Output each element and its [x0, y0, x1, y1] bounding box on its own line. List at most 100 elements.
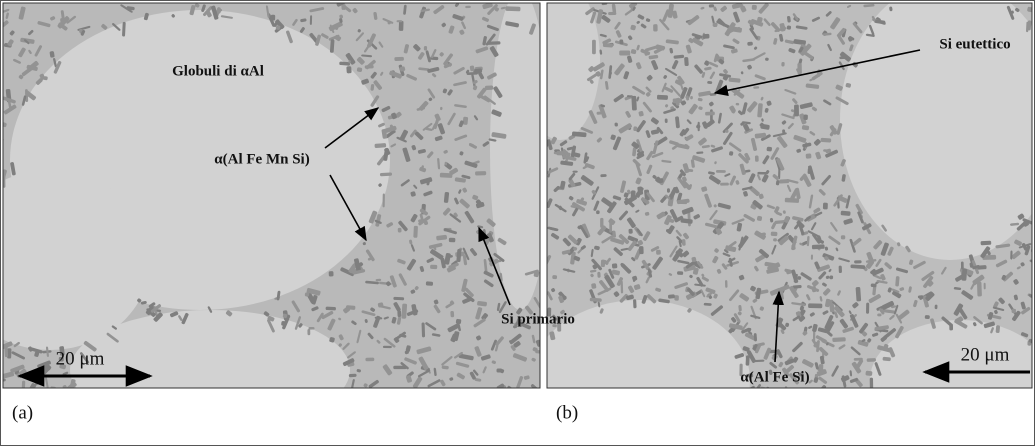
- phase-particle: [485, 85, 493, 90]
- phase-particle: [757, 172, 766, 175]
- phase-particle: [752, 5, 757, 10]
- annotation: α(Al Fe Mn Si): [214, 151, 309, 167]
- panel-caption: (a): [12, 402, 33, 423]
- phase-particle: [631, 96, 637, 111]
- phase-particle: [307, 329, 310, 335]
- phase-particle: [709, 4, 714, 7]
- phase-particle: [839, 266, 842, 274]
- phase-particle: [755, 155, 759, 161]
- phase-particle: [854, 260, 862, 263]
- phase-particle: [996, 325, 1001, 333]
- phase-particle: [413, 226, 418, 238]
- phase-particle: [668, 294, 675, 298]
- phase-particle: [271, 15, 276, 21]
- phase-particle: [981, 241, 992, 246]
- phase-particle: [819, 364, 824, 370]
- phase-particle: [591, 283, 596, 289]
- phase-particle: [746, 355, 750, 365]
- phase-particle: [977, 282, 982, 297]
- phase-particle: [949, 324, 953, 331]
- phase-particle: [866, 303, 869, 314]
- phase-particle: [698, 122, 700, 132]
- phase-particle: [422, 322, 426, 337]
- phase-particle: [716, 170, 726, 173]
- phase-particle: [456, 319, 462, 324]
- phase-particle: [572, 171, 577, 173]
- phase-particle: [832, 337, 845, 342]
- phase-particle: [820, 138, 831, 143]
- phase-particle: [657, 95, 668, 100]
- phase-particle: [773, 238, 777, 241]
- phase-particle: [829, 275, 833, 279]
- phase-particle: [463, 117, 469, 125]
- phase-particle: [424, 46, 427, 51]
- phase-particle: [397, 20, 403, 22]
- phase-particle: [496, 368, 502, 372]
- phase-particle: [754, 333, 757, 341]
- phase-particle: [430, 265, 437, 269]
- phase-particle: [639, 246, 644, 254]
- phase-particle: [883, 357, 891, 361]
- phase-particle: [841, 211, 851, 216]
- phase-particle: [841, 235, 845, 239]
- phase-particle: [925, 315, 930, 319]
- phase-particle: [918, 295, 924, 298]
- phase-particle: [349, 374, 357, 378]
- phase-particle: [807, 168, 811, 174]
- phase-particle: [935, 305, 938, 310]
- phase-particle: [475, 171, 486, 176]
- phase-particle: [633, 126, 637, 131]
- phase-particle: [682, 239, 686, 246]
- phase-particle: [720, 183, 729, 186]
- phase-particle: [445, 162, 448, 166]
- phase-particle: [374, 143, 386, 148]
- phase-particle: [382, 193, 384, 207]
- phase-particle: [346, 66, 351, 73]
- phase-particle: [653, 24, 658, 31]
- phase-particle: [597, 272, 601, 278]
- phase-particle: [677, 271, 683, 275]
- phase-particle: [771, 232, 778, 237]
- phase-particle: [656, 250, 661, 255]
- phase-particle: [440, 173, 453, 178]
- annotation: Si eutettico: [939, 36, 1010, 52]
- phase-particle: [612, 263, 618, 268]
- phase-particle: [380, 172, 392, 176]
- phase-particle: [665, 118, 668, 123]
- phase-particle: [854, 358, 863, 361]
- phase-particle: [725, 280, 728, 288]
- phase-particle: [865, 371, 872, 376]
- figure: Globuli di αAl α(Al Fe Mn Si) Si primari…: [0, 0, 1035, 446]
- phase-particle: [781, 62, 784, 67]
- phase-particle: [397, 310, 401, 317]
- phase-particle: [552, 275, 557, 279]
- phase-particle: [877, 314, 881, 317]
- scale-bar-label: 20 μm: [56, 348, 105, 369]
- phase-particle: [808, 303, 822, 308]
- phase-particle: [806, 153, 812, 158]
- phase-particle: [766, 147, 772, 152]
- phase-particle: [4, 345, 8, 357]
- annotation: Globuli di αAl: [172, 63, 264, 79]
- phase-particle: [812, 244, 825, 249]
- phase-particle: [592, 40, 596, 54]
- phase-particle: [619, 51, 630, 56]
- phase-particle: [426, 281, 433, 286]
- phase-particle: [677, 200, 687, 204]
- phase-particle: [326, 307, 336, 311]
- phase-particle: [399, 21, 404, 31]
- phase-particle: [596, 210, 600, 214]
- phase-particle: [609, 220, 612, 232]
- phase-particle: [779, 179, 789, 184]
- phase-particle: [393, 297, 404, 301]
- panel-caption: (b): [556, 402, 578, 423]
- phase-particle: [684, 57, 689, 66]
- phase-particle: [794, 105, 799, 117]
- phase-particle: [667, 188, 670, 192]
- phase-particle: [839, 56, 847, 59]
- phase-particle: [505, 6, 520, 11]
- phase-particle: [310, 15, 312, 25]
- phase-particle: [449, 238, 456, 243]
- phase-particle: [305, 292, 310, 297]
- phase-particle: [398, 228, 402, 233]
